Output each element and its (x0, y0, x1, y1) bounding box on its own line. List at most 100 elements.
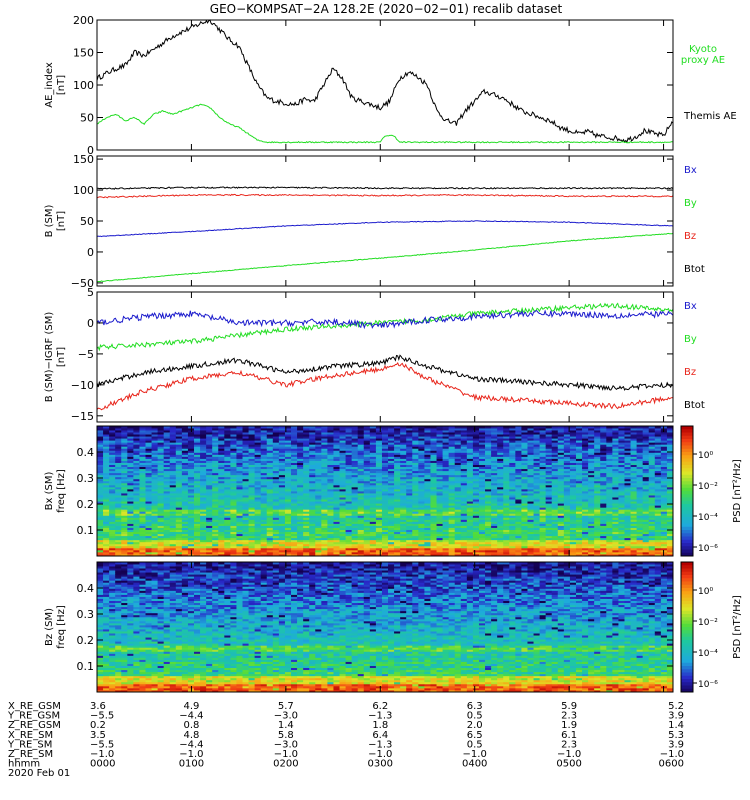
spectrogram-cell (248, 499, 256, 502)
spectrogram-cell (133, 521, 140, 524)
spectrogram-cell (424, 428, 431, 431)
spectrogram-cell (485, 484, 492, 488)
spectrogram-cell (430, 476, 437, 480)
spectrogram-cell (284, 446, 292, 449)
spectrogram-cell (351, 450, 359, 453)
spectrogram-cell (254, 547, 262, 551)
spectrogram-cell (266, 543, 274, 547)
spectrogram-cell (260, 507, 268, 510)
spectrogram-cell (127, 545, 134, 549)
spectrogram-cell (497, 495, 504, 498)
spectrogram-cell (533, 547, 541, 551)
spectrogram-cell (200, 545, 207, 549)
spectrogram-cell (169, 531, 177, 535)
spectrogram-cell (284, 515, 292, 518)
spectrogram-cell (472, 497, 480, 500)
spectrogram-cell (163, 474, 171, 478)
spectrogram-cell (351, 478, 359, 482)
spectrogram-cell (381, 474, 389, 478)
spectrogram-cell (266, 511, 274, 514)
spectrogram-cell (200, 466, 207, 470)
spectrogram-cell (163, 444, 171, 447)
spectrogram-cell (400, 507, 407, 510)
spectrogram-cell (109, 521, 116, 524)
spectrogram-cell (315, 547, 322, 551)
spectrogram-cell (224, 537, 231, 541)
spectrogram-cell (175, 444, 183, 447)
spectrogram-cell (375, 444, 383, 447)
spectrogram-cell (278, 505, 286, 508)
spectrogram-cell (424, 444, 431, 447)
spectrogram-cell (497, 517, 504, 520)
spectrogram-cell (430, 521, 437, 524)
spectrogram-cell (412, 432, 419, 435)
spectrogram-cell (491, 501, 498, 504)
spectrogram-cell (418, 444, 425, 447)
spectrogram-cell (97, 495, 104, 498)
spectrogram-cell (309, 491, 316, 494)
spectrogram-cell (430, 462, 437, 465)
spectrogram-cell (412, 541, 419, 545)
spectrogram-cell (424, 529, 431, 533)
spectrogram-cell (303, 501, 310, 504)
spectrogram-cell (321, 551, 328, 555)
spectrogram-cell (242, 495, 249, 498)
spectrogram-cell (472, 438, 480, 441)
spectrogram-cell (339, 448, 346, 451)
spectrogram-cell (103, 523, 110, 526)
spectrogram-cell (503, 438, 510, 441)
spectrogram-cell (291, 505, 298, 508)
spectrogram-cell (218, 472, 225, 476)
spectrogram-cell (503, 452, 510, 455)
spectrogram-cell (218, 535, 225, 539)
spectrogram-cell (527, 442, 534, 445)
spectrogram-cell (394, 505, 401, 508)
spectrogram-cell (388, 468, 395, 472)
spectrogram-cell (448, 499, 456, 502)
spectrogram-cell (291, 543, 298, 547)
spectrogram-cell (175, 474, 183, 478)
spectrogram-cell (478, 511, 486, 514)
spectrogram-cell (206, 480, 213, 484)
spectrogram-cell (400, 513, 407, 516)
spectrogram-cell (291, 474, 298, 478)
spectrogram-cell (448, 450, 456, 453)
spectrogram-cell (297, 436, 304, 439)
spectrogram-cell (521, 438, 528, 441)
spectrogram-cell (206, 482, 213, 486)
spectrogram-cell (284, 521, 292, 524)
spectrogram-cell (115, 539, 122, 543)
spectrogram-cell (515, 472, 522, 476)
spectrogram-cell (212, 521, 219, 524)
spectrogram-cell (321, 515, 328, 518)
spectrogram-cell (230, 432, 237, 435)
y-tick-label: 0 (87, 144, 94, 157)
spectrogram-cell (375, 428, 383, 431)
spectrogram-cell (363, 535, 371, 539)
spectrogram-cell (139, 486, 146, 490)
spectrogram-cell (521, 529, 528, 533)
spectrogram-cell (303, 525, 310, 528)
spectrogram-cell (539, 458, 547, 461)
spectrogram-cell (297, 482, 304, 486)
spectrogram-cell (466, 533, 474, 537)
spectrogram-cell (303, 466, 310, 470)
spectrogram-cell (315, 519, 322, 522)
spectrogram-cell (151, 501, 159, 504)
spectrogram-cell (212, 484, 219, 488)
spectrogram-cell (381, 476, 389, 480)
spectrogram-cell (248, 515, 256, 518)
spectrogram-cell (430, 513, 437, 516)
spectrogram-cell (139, 551, 146, 555)
spectrogram-cell (157, 444, 165, 447)
spectrogram-cell (224, 470, 231, 474)
spectrogram-cell (284, 474, 292, 478)
spectrogram-cell (430, 458, 437, 461)
spectrogram-cell (333, 515, 340, 518)
spectrogram-cell (145, 503, 152, 506)
spectrogram-cell (327, 468, 334, 472)
spectrogram-cell (406, 505, 413, 508)
spectrogram-cell (278, 452, 286, 455)
spectrogram-cell (363, 529, 371, 533)
spectrogram-cell (394, 541, 401, 545)
